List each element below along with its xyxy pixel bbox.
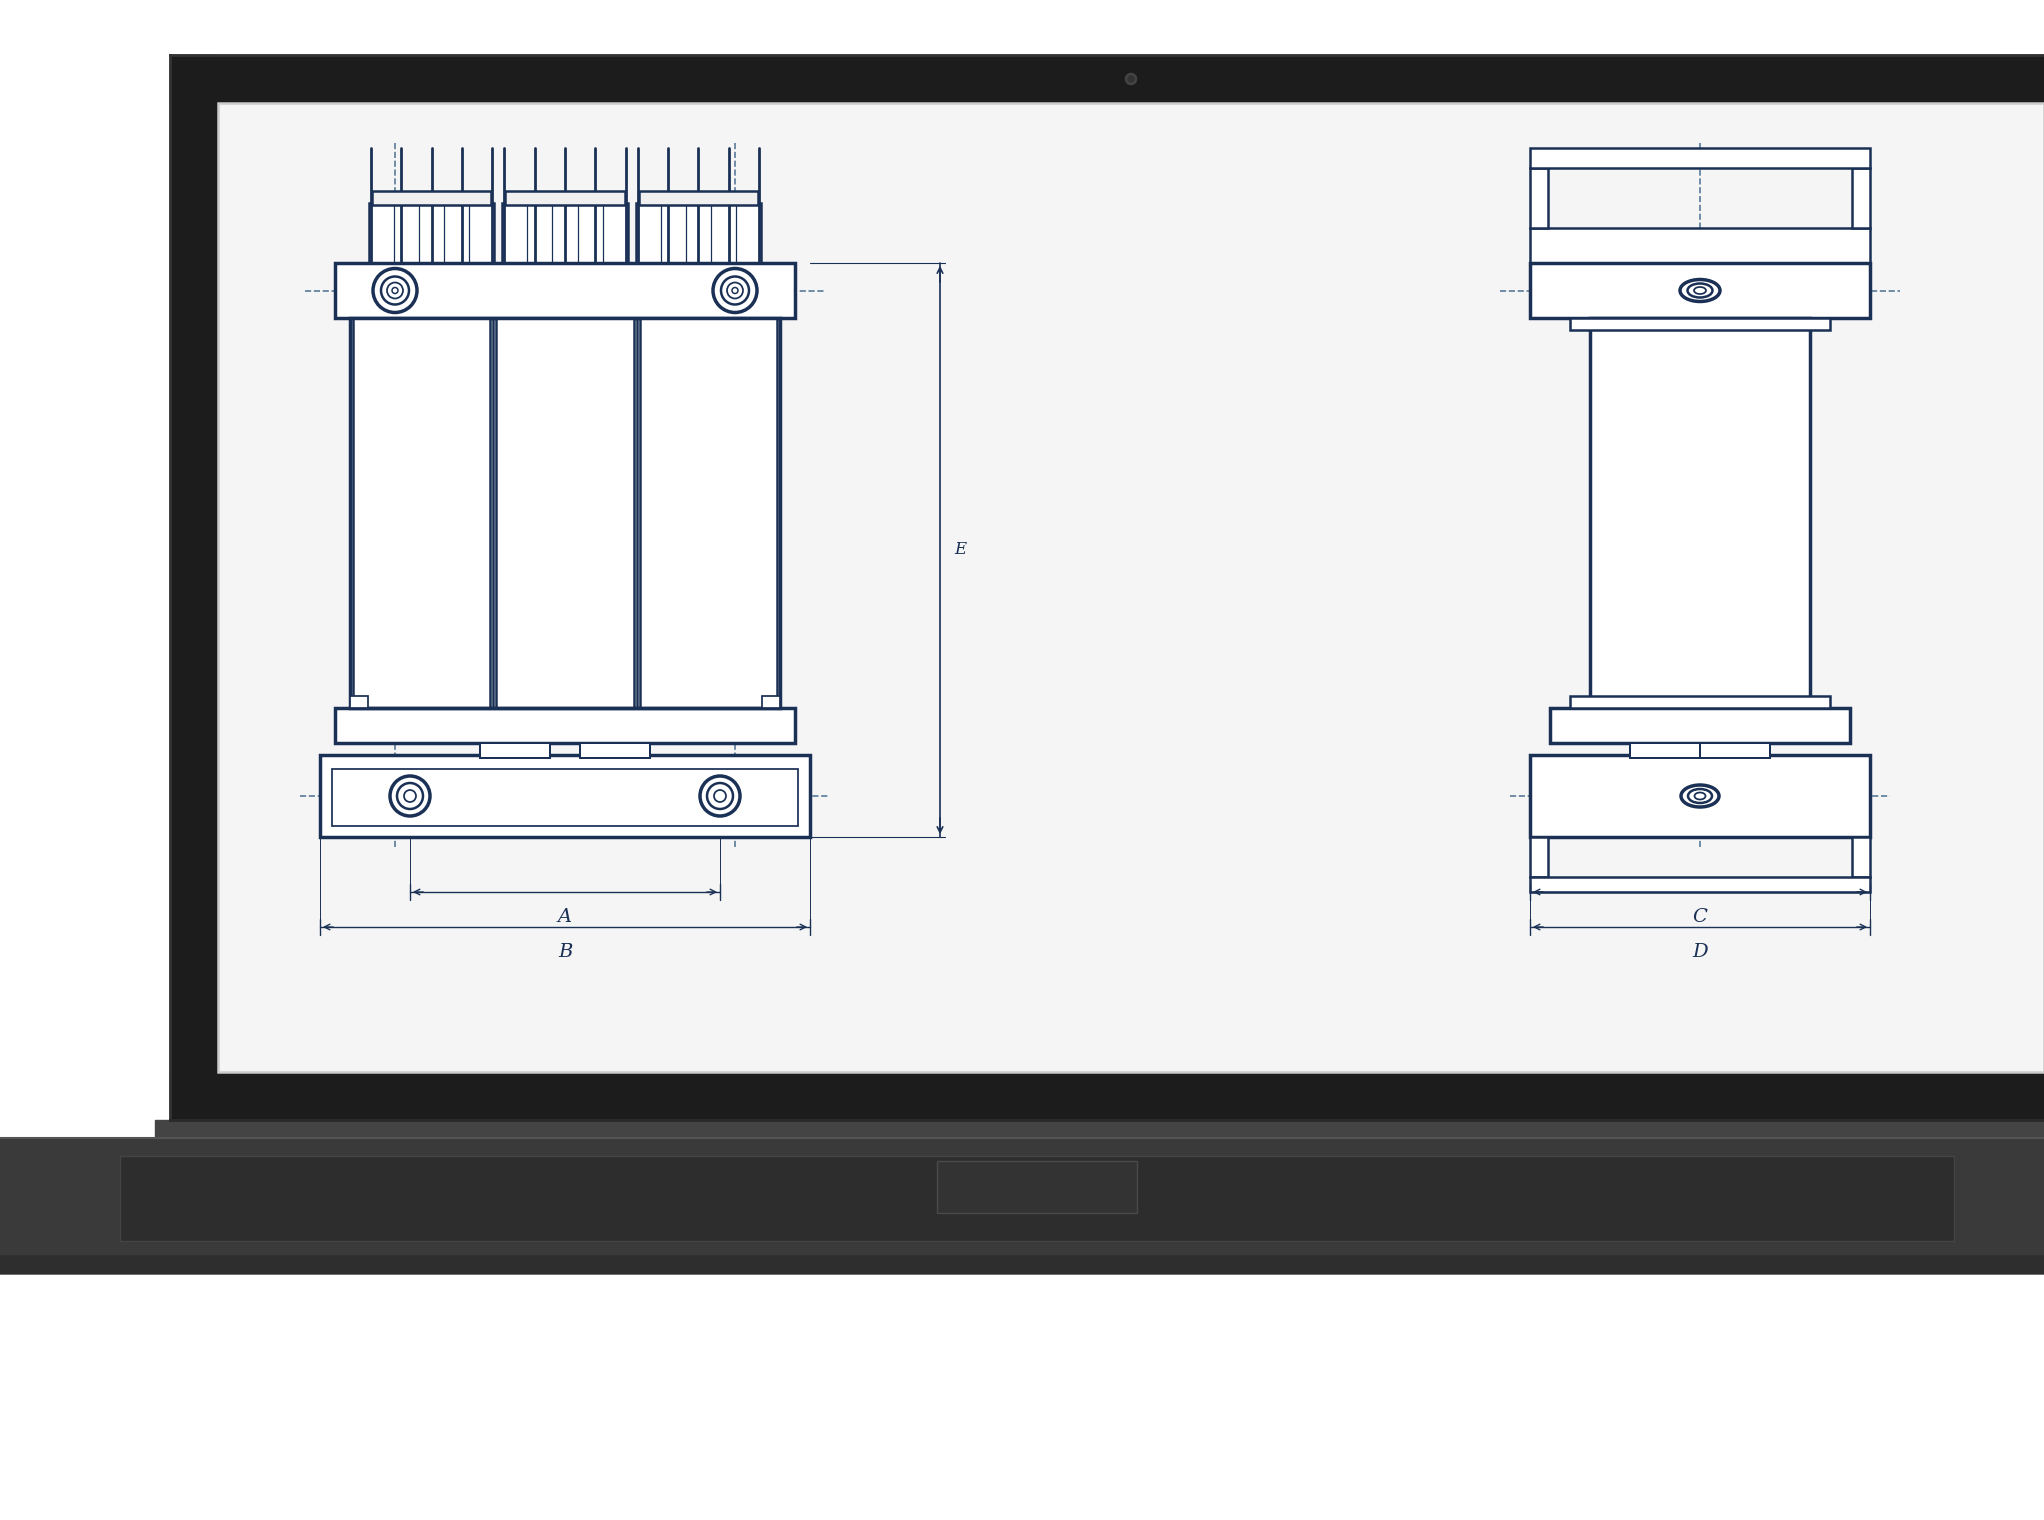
Bar: [370, 204, 495, 263]
Polygon shape: [170, 55, 2044, 103]
Polygon shape: [170, 55, 219, 1120]
Bar: [350, 318, 781, 708]
Bar: [1531, 147, 1870, 169]
Bar: [121, 1157, 1954, 1240]
Bar: [372, 192, 491, 205]
Bar: [331, 769, 797, 825]
Bar: [480, 743, 550, 758]
Bar: [219, 103, 2044, 1072]
Text: D: D: [1692, 942, 1709, 961]
Bar: [354, 318, 491, 708]
Bar: [1531, 263, 1870, 318]
Bar: [1852, 169, 1870, 228]
Text: B: B: [558, 942, 572, 961]
Bar: [335, 263, 795, 318]
Bar: [580, 743, 650, 758]
Bar: [636, 204, 760, 263]
Bar: [350, 696, 368, 708]
Polygon shape: [155, 1120, 2044, 1138]
Bar: [497, 318, 634, 708]
Bar: [1549, 708, 1850, 743]
Polygon shape: [170, 1072, 2044, 1120]
Bar: [1701, 743, 1770, 758]
Polygon shape: [1997, 55, 2044, 1120]
Bar: [762, 696, 781, 708]
Bar: [335, 708, 795, 743]
Text: A: A: [558, 907, 572, 926]
Bar: [1570, 696, 1829, 708]
Bar: [1531, 228, 1870, 263]
Bar: [1531, 755, 1870, 838]
Bar: [1629, 743, 1701, 758]
Bar: [1531, 877, 1870, 892]
Bar: [638, 192, 758, 205]
Bar: [1852, 838, 1870, 877]
Polygon shape: [0, 1138, 2044, 1256]
Bar: [505, 192, 625, 205]
Bar: [1531, 838, 1547, 877]
Circle shape: [1126, 74, 1136, 84]
Bar: [936, 1161, 1136, 1213]
Bar: [640, 318, 777, 708]
Bar: [1570, 318, 1829, 330]
Bar: [1590, 318, 1811, 708]
Text: E: E: [955, 541, 967, 558]
Bar: [321, 755, 809, 838]
Bar: [503, 204, 628, 263]
Bar: [1531, 169, 1547, 228]
Polygon shape: [0, 1256, 2044, 1274]
Text: C: C: [1692, 907, 1707, 926]
